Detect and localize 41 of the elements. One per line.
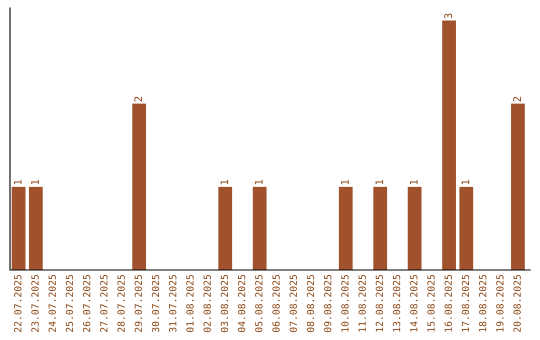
data-label: 2 — [134, 96, 142, 102]
x-tick-label: 29.07.2025 — [134, 274, 142, 332]
x-tick-label: 11.08.2025 — [358, 274, 366, 332]
data-label: 1 — [14, 180, 22, 184]
x-tick-label: 04.08.2025 — [238, 274, 246, 332]
data-label: 2 — [513, 96, 521, 102]
x-tick-label: 14.08.2025 — [410, 274, 418, 332]
x-tick-label: 24.07.2025 — [48, 274, 56, 332]
x-tick-label: 31.07.2025 — [169, 274, 176, 332]
x-tick-label: 16.08.2025 — [444, 274, 452, 332]
x-tick-label: 02.08.2025 — [204, 274, 211, 332]
data-label: 1 — [341, 180, 349, 184]
x-tick-label: 12.08.2025 — [376, 274, 384, 332]
x-tick-label: 23.07.2025 — [31, 274, 39, 332]
x-tick-label: 27.07.2025 — [100, 274, 108, 332]
x-tick-label: 08.08.2025 — [306, 274, 314, 332]
x-tick-label: 13.08.2025 — [392, 274, 400, 332]
x-tick-label: 20.08.2025 — [513, 274, 521, 332]
data-label: 1 — [31, 180, 39, 184]
x-tick-label: 03.08.2025 — [220, 274, 228, 332]
x-tick-label: 26.07.2025 — [82, 274, 90, 332]
x-tick-label: 28.07.2025 — [117, 274, 125, 332]
x-tick-label: 05.08.2025 — [255, 274, 263, 332]
x-tick-label: 25.07.2025 — [66, 274, 74, 332]
data-label: 1 — [220, 180, 228, 184]
x-tick-label: 19.08.2025 — [496, 274, 504, 332]
x-tick-label: 06.08.2025 — [272, 274, 280, 332]
x-tick-label: 17.08.2025 — [462, 274, 470, 332]
data-label: 3 — [444, 14, 452, 18]
data-label: 1 — [254, 180, 263, 184]
x-tick-label: 09.08.2025 — [324, 274, 332, 332]
data-label: 1 — [462, 180, 470, 184]
x-tick-label: 30.07.2025 — [152, 274, 160, 332]
x-tick-label: 10.08.2025 — [341, 274, 349, 332]
x-tick-label: 07.08.2025 — [290, 274, 297, 332]
x-tick-label: 22.07.2025 — [14, 274, 22, 332]
x-tick-label: 01.08.2025 — [186, 274, 194, 332]
x-tick-label: 18.08.2025 — [479, 274, 486, 332]
data-label: 1 — [376, 180, 384, 184]
x-tick-label: 15.08.2025 — [427, 274, 435, 332]
data-label: 1 — [410, 180, 418, 184]
